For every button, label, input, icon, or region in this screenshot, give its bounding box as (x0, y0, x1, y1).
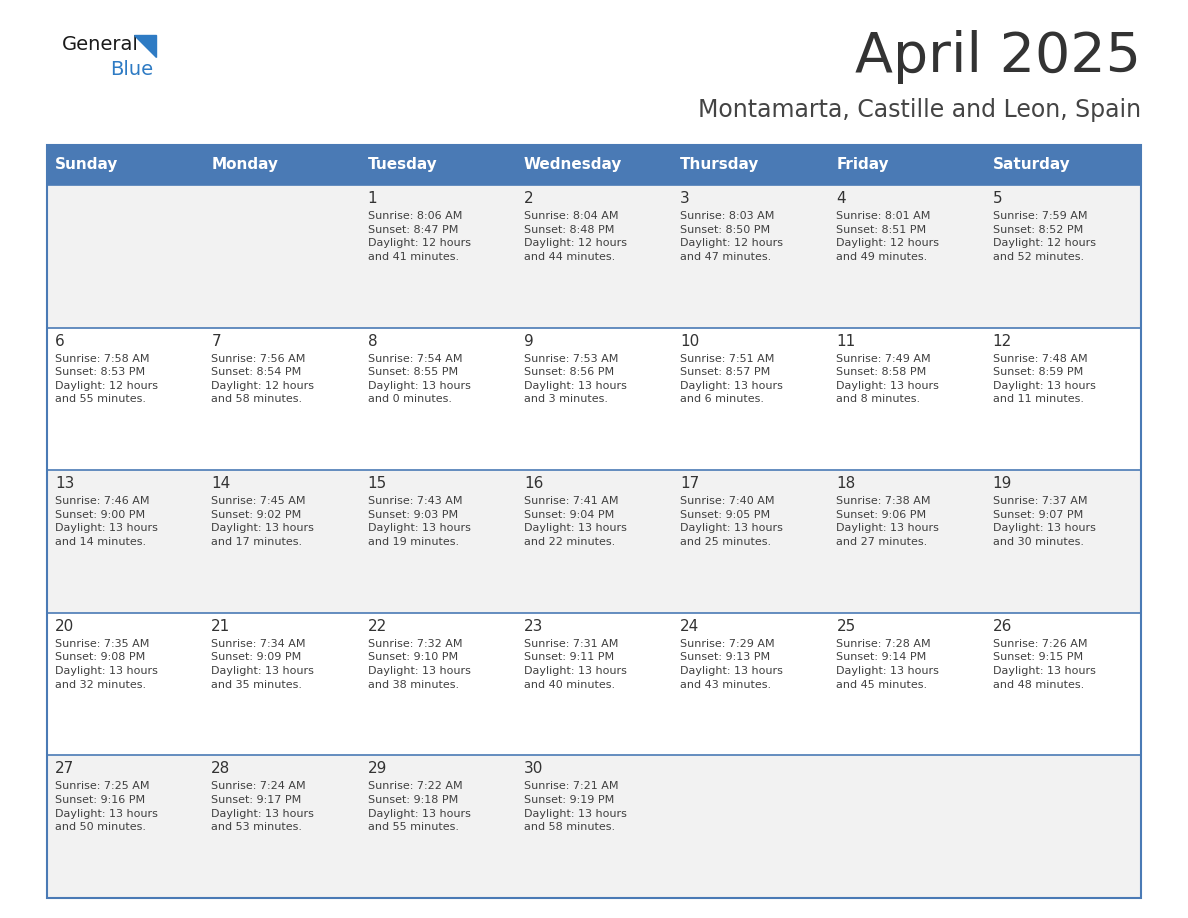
Text: 22: 22 (367, 619, 387, 633)
Bar (48, 470, 1140, 613)
Text: Sunrise: 7:41 AM
Sunset: 9:04 PM
Daylight: 13 hours
and 22 minutes.: Sunrise: 7:41 AM Sunset: 9:04 PM Dayligh… (524, 497, 627, 547)
Text: 29: 29 (367, 761, 387, 777)
Text: Sunrise: 7:31 AM
Sunset: 9:11 PM
Daylight: 13 hours
and 40 minutes.: Sunrise: 7:31 AM Sunset: 9:11 PM Dayligh… (524, 639, 627, 689)
Text: 14: 14 (211, 476, 230, 491)
Text: 4: 4 (836, 191, 846, 206)
Text: 10: 10 (681, 333, 700, 349)
Text: Sunrise: 7:43 AM
Sunset: 9:03 PM
Daylight: 13 hours
and 19 minutes.: Sunrise: 7:43 AM Sunset: 9:03 PM Dayligh… (367, 497, 470, 547)
Bar (48, 185, 1140, 328)
Text: 13: 13 (55, 476, 75, 491)
Text: Sunrise: 7:34 AM
Sunset: 9:09 PM
Daylight: 13 hours
and 35 minutes.: Sunrise: 7:34 AM Sunset: 9:09 PM Dayligh… (211, 639, 314, 689)
Text: Blue: Blue (110, 60, 153, 79)
Text: 12: 12 (993, 333, 1012, 349)
Text: 27: 27 (55, 761, 74, 777)
Text: Sunrise: 7:58 AM
Sunset: 8:53 PM
Daylight: 12 hours
and 55 minutes.: Sunrise: 7:58 AM Sunset: 8:53 PM Dayligh… (55, 353, 158, 405)
Text: Sunrise: 7:45 AM
Sunset: 9:02 PM
Daylight: 13 hours
and 17 minutes.: Sunrise: 7:45 AM Sunset: 9:02 PM Dayligh… (211, 497, 314, 547)
Text: Sunrise: 7:32 AM
Sunset: 9:10 PM
Daylight: 13 hours
and 38 minutes.: Sunrise: 7:32 AM Sunset: 9:10 PM Dayligh… (367, 639, 470, 689)
Text: Sunrise: 7:21 AM
Sunset: 9:19 PM
Daylight: 13 hours
and 58 minutes.: Sunrise: 7:21 AM Sunset: 9:19 PM Dayligh… (524, 781, 627, 833)
Text: Sunrise: 8:01 AM
Sunset: 8:51 PM
Daylight: 12 hours
and 49 minutes.: Sunrise: 8:01 AM Sunset: 8:51 PM Dayligh… (836, 211, 940, 262)
Text: 21: 21 (211, 619, 230, 633)
Bar (48, 756, 1140, 898)
Text: 19: 19 (993, 476, 1012, 491)
Text: Sunrise: 7:56 AM
Sunset: 8:54 PM
Daylight: 12 hours
and 58 minutes.: Sunrise: 7:56 AM Sunset: 8:54 PM Dayligh… (211, 353, 315, 405)
Text: Sunrise: 7:24 AM
Sunset: 9:17 PM
Daylight: 13 hours
and 53 minutes.: Sunrise: 7:24 AM Sunset: 9:17 PM Dayligh… (211, 781, 314, 833)
Text: Sunrise: 7:53 AM
Sunset: 8:56 PM
Daylight: 13 hours
and 3 minutes.: Sunrise: 7:53 AM Sunset: 8:56 PM Dayligh… (524, 353, 627, 405)
Bar (48, 328, 1140, 470)
Text: Sunrise: 7:40 AM
Sunset: 9:05 PM
Daylight: 13 hours
and 25 minutes.: Sunrise: 7:40 AM Sunset: 9:05 PM Dayligh… (681, 497, 783, 547)
Text: 8: 8 (367, 333, 378, 349)
Text: 20: 20 (55, 619, 74, 633)
Text: 6: 6 (55, 333, 65, 349)
Text: Sunrise: 7:46 AM
Sunset: 9:00 PM
Daylight: 13 hours
and 14 minutes.: Sunrise: 7:46 AM Sunset: 9:00 PM Dayligh… (55, 497, 158, 547)
Text: Saturday: Saturday (993, 158, 1070, 173)
Text: Sunrise: 7:51 AM
Sunset: 8:57 PM
Daylight: 13 hours
and 6 minutes.: Sunrise: 7:51 AM Sunset: 8:57 PM Dayligh… (681, 353, 783, 405)
Text: Wednesday: Wednesday (524, 158, 623, 173)
Text: Sunrise: 7:54 AM
Sunset: 8:55 PM
Daylight: 13 hours
and 0 minutes.: Sunrise: 7:54 AM Sunset: 8:55 PM Dayligh… (367, 353, 470, 405)
Bar (48, 145, 1140, 185)
Text: Sunrise: 8:06 AM
Sunset: 8:47 PM
Daylight: 12 hours
and 41 minutes.: Sunrise: 8:06 AM Sunset: 8:47 PM Dayligh… (367, 211, 470, 262)
Text: Sunrise: 7:37 AM
Sunset: 9:07 PM
Daylight: 13 hours
and 30 minutes.: Sunrise: 7:37 AM Sunset: 9:07 PM Dayligh… (993, 497, 1095, 547)
Text: 25: 25 (836, 619, 855, 633)
Text: Friday: Friday (836, 158, 889, 173)
Text: 18: 18 (836, 476, 855, 491)
Text: Tuesday: Tuesday (367, 158, 437, 173)
Text: Sunrise: 7:22 AM
Sunset: 9:18 PM
Daylight: 13 hours
and 55 minutes.: Sunrise: 7:22 AM Sunset: 9:18 PM Dayligh… (367, 781, 470, 833)
Bar (48, 145, 1140, 898)
Text: 30: 30 (524, 761, 543, 777)
Text: General: General (62, 35, 139, 54)
Text: 16: 16 (524, 476, 543, 491)
Text: Sunday: Sunday (55, 158, 119, 173)
Text: 11: 11 (836, 333, 855, 349)
Text: Sunrise: 7:35 AM
Sunset: 9:08 PM
Daylight: 13 hours
and 32 minutes.: Sunrise: 7:35 AM Sunset: 9:08 PM Dayligh… (55, 639, 158, 689)
Text: Sunrise: 7:59 AM
Sunset: 8:52 PM
Daylight: 12 hours
and 52 minutes.: Sunrise: 7:59 AM Sunset: 8:52 PM Dayligh… (993, 211, 1095, 262)
Text: Monday: Monday (211, 158, 278, 173)
Text: Sunrise: 7:26 AM
Sunset: 9:15 PM
Daylight: 13 hours
and 48 minutes.: Sunrise: 7:26 AM Sunset: 9:15 PM Dayligh… (993, 639, 1095, 689)
Polygon shape (134, 35, 156, 57)
Text: 24: 24 (681, 619, 700, 633)
Text: 1: 1 (367, 191, 378, 206)
Text: Thursday: Thursday (681, 158, 759, 173)
Bar (48, 613, 1140, 756)
Text: Sunrise: 7:28 AM
Sunset: 9:14 PM
Daylight: 13 hours
and 45 minutes.: Sunrise: 7:28 AM Sunset: 9:14 PM Dayligh… (836, 639, 940, 689)
Text: 7: 7 (211, 333, 221, 349)
Text: 15: 15 (367, 476, 387, 491)
Text: Montamarta, Castille and Leon, Spain: Montamarta, Castille and Leon, Spain (697, 98, 1140, 122)
Text: 9: 9 (524, 333, 533, 349)
Text: 28: 28 (211, 761, 230, 777)
Text: Sunrise: 8:03 AM
Sunset: 8:50 PM
Daylight: 12 hours
and 47 minutes.: Sunrise: 8:03 AM Sunset: 8:50 PM Dayligh… (681, 211, 783, 262)
Text: Sunrise: 7:38 AM
Sunset: 9:06 PM
Daylight: 13 hours
and 27 minutes.: Sunrise: 7:38 AM Sunset: 9:06 PM Dayligh… (836, 497, 940, 547)
Text: 17: 17 (681, 476, 700, 491)
Text: 26: 26 (993, 619, 1012, 633)
Text: 3: 3 (681, 191, 690, 206)
Text: Sunrise: 8:04 AM
Sunset: 8:48 PM
Daylight: 12 hours
and 44 minutes.: Sunrise: 8:04 AM Sunset: 8:48 PM Dayligh… (524, 211, 627, 262)
Text: April 2025: April 2025 (855, 30, 1140, 84)
Text: 23: 23 (524, 619, 543, 633)
Text: 2: 2 (524, 191, 533, 206)
Text: Sunrise: 7:49 AM
Sunset: 8:58 PM
Daylight: 13 hours
and 8 minutes.: Sunrise: 7:49 AM Sunset: 8:58 PM Dayligh… (836, 353, 940, 405)
Text: Sunrise: 7:48 AM
Sunset: 8:59 PM
Daylight: 13 hours
and 11 minutes.: Sunrise: 7:48 AM Sunset: 8:59 PM Dayligh… (993, 353, 1095, 405)
Text: Sunrise: 7:29 AM
Sunset: 9:13 PM
Daylight: 13 hours
and 43 minutes.: Sunrise: 7:29 AM Sunset: 9:13 PM Dayligh… (681, 639, 783, 689)
Text: 5: 5 (993, 191, 1003, 206)
Text: Sunrise: 7:25 AM
Sunset: 9:16 PM
Daylight: 13 hours
and 50 minutes.: Sunrise: 7:25 AM Sunset: 9:16 PM Dayligh… (55, 781, 158, 833)
